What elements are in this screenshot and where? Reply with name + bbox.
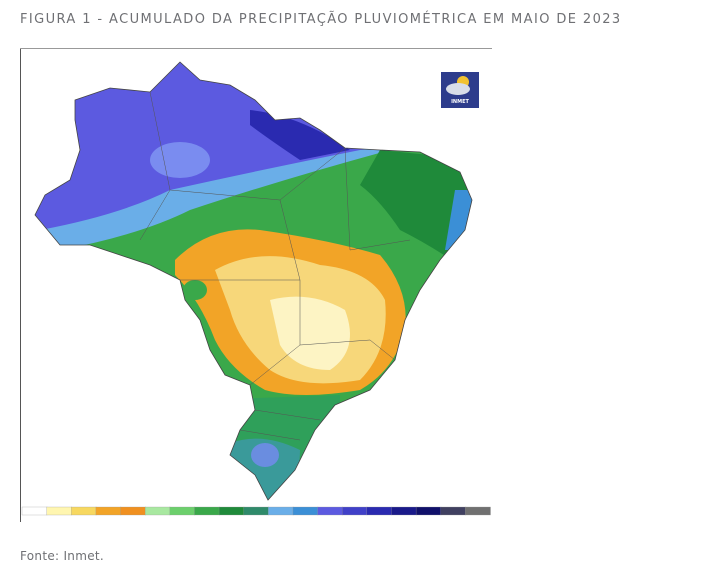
zone-dark-blue [250, 110, 350, 160]
source-note: Fonte: Inmet. [20, 549, 105, 563]
country-outline [34, 61, 473, 501]
colorbar-swatch [71, 506, 97, 516]
colorbar-swatch [46, 506, 72, 516]
colorbar-swatch [465, 506, 491, 516]
colorbar [21, 506, 491, 516]
colorbar-swatch [391, 506, 417, 516]
colorbar-swatch [268, 506, 294, 516]
figure-title: FIGURA 1 - ACUMULADO DA PRECIPITAÇÃO PLU… [20, 12, 622, 27]
zone-teal [225, 438, 300, 500]
colorbar-swatch [317, 506, 343, 516]
colorbar-swatch [342, 506, 368, 516]
colorbar-swatch [415, 506, 442, 516]
state-borders [139, 91, 411, 441]
colorbar-swatch [120, 506, 146, 516]
zone-pale [270, 296, 350, 370]
zone-light [150, 142, 210, 178]
colorbar-swatch [145, 506, 171, 516]
zone-blue-south [251, 443, 279, 467]
colorbar-swatch [194, 506, 220, 516]
colorbar-swatch [218, 506, 245, 516]
colorbar-swatch [366, 506, 393, 516]
logo-text: INMET [451, 99, 469, 105]
zone-green-west [183, 280, 207, 300]
colorbar-swatch [21, 506, 48, 516]
colorbar-swatch [95, 506, 122, 516]
colorbar-swatch [440, 506, 467, 516]
colorbar-swatch [243, 506, 269, 516]
colorbar-swatch [169, 506, 196, 516]
colorbar-swatch [292, 506, 319, 516]
logo-cloud [446, 83, 470, 95]
